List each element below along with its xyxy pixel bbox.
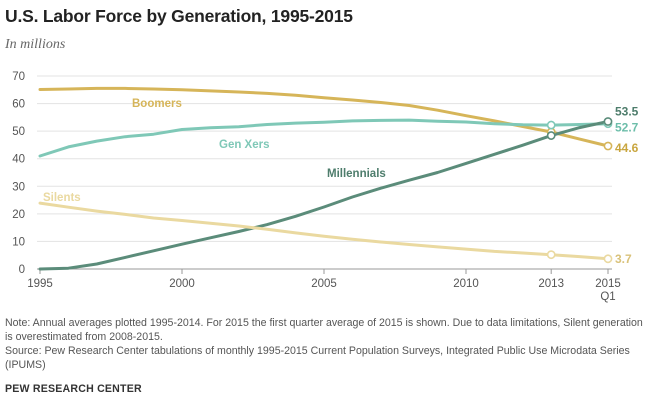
series-name-label: Silents xyxy=(43,192,81,204)
series-markers xyxy=(546,117,613,264)
y-tick-label: 20 xyxy=(12,209,25,221)
x-tick-label: 2010 xyxy=(453,278,479,290)
data-point-marker xyxy=(546,250,556,260)
series-lines xyxy=(38,86,610,271)
note-text: Note: Annual averages plotted 1995-2014.… xyxy=(5,317,643,343)
end-value-label: 44.6 xyxy=(615,141,639,155)
y-tick-label: 60 xyxy=(12,99,25,111)
series-name-label: Gen Xers xyxy=(219,139,270,151)
end-value-label: 52.7 xyxy=(615,121,639,135)
series-line-gen-xers xyxy=(38,118,610,158)
x-tick-label: 2015 xyxy=(595,278,621,290)
end-value-label: 3.7 xyxy=(615,252,632,266)
gridlines xyxy=(37,75,612,270)
brand-logo-text: PEW RESEARCH CENTER xyxy=(5,383,142,395)
y-tick-label: 50 xyxy=(12,126,25,138)
data-point-marker xyxy=(603,254,613,264)
x-tick-label: 2000 xyxy=(169,278,195,290)
data-point-marker xyxy=(603,141,613,151)
y-axis: 0 10 20 30 40 50 60 70 xyxy=(12,71,25,276)
data-point-marker xyxy=(603,117,613,126)
y-tick-label: 0 xyxy=(19,264,25,276)
series-labels: Boomers Gen Xers Millennials Silents 44.6 52.… xyxy=(43,98,639,266)
source-text: Source: Pew Research Center tabulations … xyxy=(5,345,630,371)
data-point-marker xyxy=(546,131,556,140)
y-tick-label: 30 xyxy=(12,181,25,193)
series-name-label: Millennials xyxy=(327,168,386,180)
y-tick-label: 40 xyxy=(12,154,25,166)
y-tick-label: 70 xyxy=(12,71,25,83)
chart-subtitle: In millions xyxy=(5,37,66,52)
series-line-millennials xyxy=(38,120,610,271)
x-tick-label: 2005 xyxy=(311,278,337,290)
x-tick-sublabel: Q1 xyxy=(600,291,615,303)
x-tick-label: 2013 xyxy=(538,278,564,290)
end-value-label: 53.5 xyxy=(615,104,639,118)
series-name-label: Boomers xyxy=(132,98,182,110)
data-point-marker xyxy=(546,120,556,130)
y-tick-label: 10 xyxy=(12,236,25,248)
chart-notes: Note: Annual averages plotted 1995-2014.… xyxy=(5,316,645,372)
series-line-silents xyxy=(38,201,610,261)
chart-title: U.S. Labor Force by Generation, 1995-201… xyxy=(5,6,353,26)
x-tick-label: 1995 xyxy=(27,278,53,290)
